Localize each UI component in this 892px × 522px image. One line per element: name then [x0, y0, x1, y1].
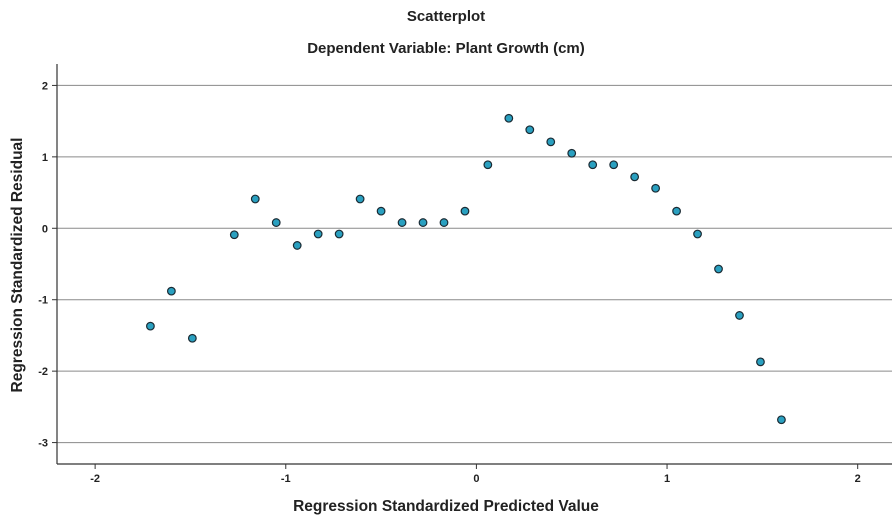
data-point: [187, 333, 197, 343]
data-point: [693, 229, 702, 239]
data-point: [777, 415, 786, 425]
y-tick-label: 0: [42, 223, 48, 235]
data-point: [672, 206, 681, 216]
y-tick-label: 2: [42, 80, 48, 92]
data-point: [166, 286, 176, 296]
data-point: [483, 160, 493, 170]
axes: [56, 64, 892, 465]
grid-lines: [57, 84, 892, 444]
data-point: [292, 241, 302, 250]
x-tick-label: 2: [855, 473, 861, 485]
data-point: [250, 194, 260, 204]
data-point: [397, 218, 407, 227]
data-point: [714, 264, 723, 274]
data-point: [355, 194, 365, 204]
data-point: [735, 311, 744, 320]
data-point: [334, 229, 344, 239]
data-point: [271, 218, 281, 227]
data-point: [630, 172, 640, 182]
data-point: [567, 148, 577, 158]
data-point: [504, 113, 514, 123]
data-point: [525, 125, 535, 135]
y-tick-label: 1: [42, 152, 48, 164]
chart-title: Scatterplot: [406, 8, 486, 25]
y-axis-label: Regression Standardized Residual: [9, 137, 26, 393]
data-point: [588, 160, 598, 170]
data-point: [376, 206, 386, 216]
data-point: [651, 183, 661, 193]
data-point: [313, 229, 323, 239]
data-point: [756, 357, 765, 367]
data-point: [229, 230, 239, 240]
data-point: [439, 218, 449, 227]
data-points: [146, 113, 786, 425]
x-tick-label: 0: [473, 473, 479, 485]
x-ticks: -2 -1 0 1 2: [90, 464, 861, 485]
chart-subtitle: Dependent Variable: Plant Growth (cm): [307, 40, 585, 57]
data-point: [546, 137, 556, 147]
data-point: [418, 218, 428, 227]
x-tick-label: -1: [281, 473, 291, 485]
data-point: [460, 206, 470, 216]
data-point: [609, 160, 619, 170]
x-tick-label: -2: [90, 473, 100, 485]
y-tick-label: -1: [38, 295, 48, 307]
y-tick-label: -2: [38, 366, 48, 378]
x-axis-label: Regression Standardized Predicted Value: [293, 498, 599, 515]
data-point: [146, 321, 155, 331]
y-ticks: 2 1 0 -1 -2 -3: [38, 80, 57, 450]
x-tick-label: 1: [664, 473, 670, 485]
y-tick-label: -3: [38, 438, 48, 450]
